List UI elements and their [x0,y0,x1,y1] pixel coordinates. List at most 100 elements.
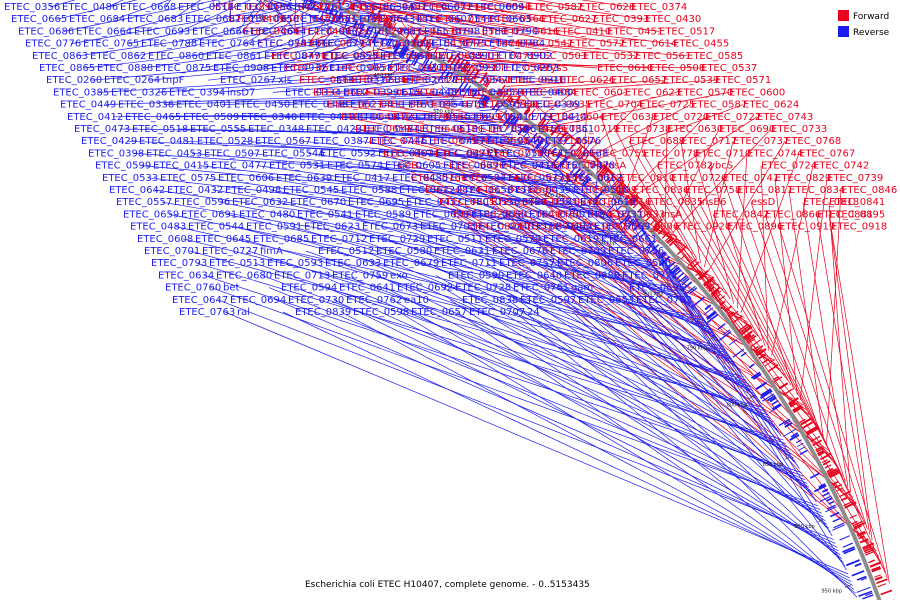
reverse-callout-line [272,78,431,93]
forward-gene-block [606,175,615,184]
forward-gene-label: ETEC_0706 [511,124,567,135]
forward-gene-block [348,3,354,10]
forward-gene-block [499,90,505,98]
forward-gene-label: ETEC_0906 [623,222,679,233]
forward-callout-line [336,41,438,69]
reverse-gene-block [766,394,776,402]
reverse-gene-label: ETEC_0465 [125,112,181,123]
forward-gene-label: ETEC_0561 [635,51,691,62]
forward-gene-label: ETEC_0737 [733,136,789,147]
forward-gene-label: ETEC_0649 [341,112,397,123]
reverse-gene-block [732,348,745,358]
forward-gene-block [626,194,636,204]
forward-gene-label: insB6 [699,197,727,208]
reverse-gene-block [822,488,829,493]
reverse-gene-label: ETEC_0509 [183,112,239,123]
reverse-callout-line [235,128,520,141]
reverse-gene-label: ETEC_0608 [137,234,193,245]
reverse-gene-label: ETEC_0660 [471,209,527,220]
forward-gene-block [636,206,644,213]
forward-gene-block [405,31,411,39]
reverse-gene-block [522,127,531,139]
forward-gene-block [805,426,818,435]
reverse-gene-label: ETEC_0429 [81,136,137,147]
reverse-gene-label: ETEC_0790 [482,26,538,37]
reverse-gene-label: ETEC_0411 [350,100,406,111]
forward-gene-block [568,139,579,151]
forward-callout-line [380,10,674,44]
reverse-gene-label: ETEC_0657 [411,307,467,318]
reverse-gene-label: ETEC_0414 [531,112,587,123]
forward-callout-line [703,141,734,268]
forward-gene-block [612,181,620,189]
reverse-gene-block [387,38,394,47]
reverse-gene-label: ETEC_0862 [90,51,146,62]
reverse-gene-label: ETEC_0557 [116,197,172,208]
forward-gene-block [386,16,394,29]
forward-gene-block [863,546,874,553]
reverse-gene-block [411,52,419,65]
forward-gene-block [836,487,843,492]
reverse-gene-label: ETEC_0838 [462,295,518,306]
reverse-callout-line [667,275,817,503]
scale-tick-mark [327,27,331,33]
forward-callout-line [514,177,782,371]
forward-callout-line [597,104,744,160]
forward-gene-label: ETEC_0810 [619,173,675,184]
reverse-gene-label: ETEC_0423 [306,124,362,135]
forward-gene-label: ETEC_0527 [403,75,459,86]
forward-gene-label: ETEC_0735 [515,173,571,184]
forward-gene-label: ETEC_0623 [625,87,681,98]
reverse-gene-block [856,575,867,581]
reverse-gene-block [492,103,498,111]
reverse-callout-line [558,287,829,529]
reverse-gene-label: ETEC_0623 [304,222,360,233]
forward-callout-line [584,104,588,148]
forward-gene-block [745,334,755,341]
forward-gene-block [350,2,356,11]
forward-callout-line [466,226,875,546]
reverse-gene-label: ETEC_0861 [206,51,262,62]
forward-gene-block [741,325,753,335]
reverse-callout-line [393,201,687,301]
reverse-gene-label: ETEC_0695 [348,197,404,208]
reverse-callout-line [509,116,578,133]
reverse-gene-block [371,30,380,44]
forward-gene-label: ETEC_0550 [375,51,431,62]
forward-gene-block [576,150,583,158]
forward-callout-line [588,104,640,152]
reverse-gene-label: ETEC_0729 [369,234,425,245]
reverse-gene-label: ETEC_0546 [615,258,671,269]
forward-gene-block [642,211,650,219]
reverse-callout-line [70,5,287,44]
reverse-gene-block [524,126,530,134]
forward-gene-block [447,54,454,64]
forward-gene-block [790,402,798,408]
reverse-callout-line [56,0,138,20]
forward-gene-label: ETEC_0409 [229,14,285,25]
reverse-gene-block [706,313,719,324]
forward-gene-block [755,348,762,355]
forward-callout-line [508,0,646,20]
forward-gene-label: ETEC_0654 [337,63,393,74]
reverse-callout-line [339,29,369,57]
reverse-gene-label: ETEC_0514 [178,2,234,13]
reverse-callout-line [140,165,599,208]
reverse-gene-block [842,546,855,553]
forward-gene-label: ETEC_0704 [587,100,643,111]
reverse-gene-label: ETEC_0338 [292,100,348,111]
forward-callout-line [543,92,574,115]
reverse-callout-line [602,262,798,466]
reverse-callout-line [391,299,839,552]
reverse-gene-label: ETEC_0450 [234,100,290,111]
reverse-gene-label: ETEC_0644 [250,26,306,37]
reverse-gene-block [649,244,660,254]
reverse-gene-block [797,442,804,447]
forward-gene-block [874,574,881,578]
reverse-callout-line [495,177,643,252]
forward-callout-line [552,92,678,122]
reverse-callout-line [681,299,847,571]
reverse-gene-block [503,113,513,126]
reverse-gene-block [455,80,465,94]
forward-gene-block [859,538,869,544]
